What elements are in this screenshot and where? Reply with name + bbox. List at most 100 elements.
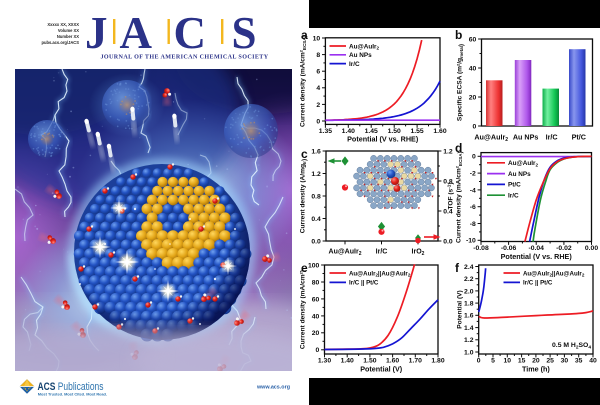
svg-text:0.00: 0.00	[585, 245, 598, 252]
svg-text:0.5 M H2SO4: 0.5 M H2SO4	[552, 342, 591, 350]
svg-text:20: 20	[532, 358, 540, 365]
svg-text:Current density (mA/cm²ECSA): Current density (mA/cm²ECSA)	[300, 35, 309, 127]
svg-text:1.50: 1.50	[363, 358, 376, 365]
svg-text:1.40: 1.40	[341, 358, 354, 365]
svg-text:1.30: 1.30	[318, 358, 331, 365]
svg-text:0: 0	[316, 118, 320, 125]
svg-text:d: d	[455, 141, 462, 155]
svg-text:pubs.acs.org/JACS: pubs.acs.org/JACS	[41, 40, 79, 45]
svg-text:40: 40	[469, 65, 477, 72]
svg-text:Potential (V): Potential (V)	[360, 364, 403, 373]
svg-text:JOURNAL OF THE AMERICAN CHEMIC: JOURNAL OF THE AMERICAN CHEMICAL SOCIETY	[100, 55, 268, 61]
svg-text:Volume XX: Volume XX	[58, 28, 79, 33]
svg-text:0: 0	[472, 154, 476, 161]
svg-text:Au NPs: Au NPs	[513, 133, 539, 142]
svg-text:IrO2: IrO2	[412, 249, 425, 257]
svg-text:S: S	[232, 8, 257, 58]
svg-text:40: 40	[589, 358, 597, 365]
svg-text:-6: -6	[470, 204, 476, 211]
svg-text:0: 0	[477, 358, 481, 365]
svg-text:1.2: 1.2	[311, 171, 321, 178]
svg-text:-2: -2	[470, 171, 476, 178]
svg-text:20: 20	[469, 94, 477, 101]
svg-text:Ir/C: Ir/C	[546, 133, 558, 142]
svg-text:b: b	[455, 28, 462, 42]
svg-text:1.45: 1.45	[365, 128, 378, 135]
svg-text:-0.02: -0.02	[556, 245, 572, 252]
svg-text:1.80: 1.80	[431, 358, 444, 365]
svg-text:0.0: 0.0	[443, 238, 453, 245]
svg-text:Xxxxx XX, XXXX: Xxxxx XX, XXXX	[47, 22, 79, 27]
svg-text:Ir/C || Pt/C: Ir/C || Pt/C	[349, 280, 379, 287]
svg-text:0.4: 0.4	[311, 216, 321, 223]
svg-text:20: 20	[312, 330, 320, 337]
svg-text:www.acs.org: www.acs.org	[256, 385, 290, 391]
svg-text:Au@AuIr2: Au@AuIr2	[349, 43, 380, 50]
svg-text:1.55: 1.55	[410, 128, 423, 135]
svg-text:10: 10	[313, 35, 321, 42]
svg-text:Au@AuIr2||Au@AuIr2: Au@AuIr2||Au@AuIr2	[349, 270, 411, 277]
svg-text:35: 35	[575, 358, 583, 365]
svg-text:Au@AuIr2: Au@AuIr2	[329, 249, 362, 257]
svg-text:-4: -4	[470, 187, 476, 194]
svg-text:60: 60	[312, 296, 320, 303]
svg-text:0: 0	[473, 123, 477, 130]
svg-text:1.0: 1.0	[464, 349, 474, 356]
svg-text:A: A	[120, 8, 153, 58]
svg-text:2.0: 2.0	[464, 288, 474, 295]
svg-text:Pt/C: Pt/C	[508, 182, 521, 189]
svg-text:0.0: 0.0	[311, 238, 321, 245]
svg-text:c: c	[301, 147, 308, 161]
svg-text:Au@AuIr2: Au@AuIr2	[474, 133, 508, 143]
svg-text:Number XX: Number XX	[57, 34, 79, 39]
svg-text:1.6: 1.6	[311, 148, 321, 155]
svg-text:0.4: 0.4	[443, 208, 453, 215]
svg-text:1.70: 1.70	[409, 358, 422, 365]
svg-text:J: J	[85, 8, 108, 58]
svg-text:0.8: 0.8	[443, 178, 453, 185]
svg-text:Current density (mA/cm²): Current density (mA/cm²)	[300, 270, 307, 349]
svg-text:6: 6	[316, 69, 320, 76]
svg-text:4: 4	[316, 85, 320, 92]
svg-text:30: 30	[561, 358, 569, 365]
svg-text:2: 2	[316, 102, 320, 109]
svg-text:-0.04: -0.04	[528, 245, 544, 252]
svg-text:Pt/C: Pt/C	[572, 133, 586, 142]
svg-text:-8: -8	[470, 221, 476, 228]
svg-text:60: 60	[469, 36, 477, 43]
svg-text:Time (h): Time (h)	[522, 364, 550, 373]
svg-text:100: 100	[308, 262, 320, 269]
svg-text:10: 10	[504, 358, 512, 365]
svg-text:Au NPs: Au NPs	[508, 171, 531, 178]
svg-text:1.8: 1.8	[464, 301, 474, 308]
svg-text:1.2: 1.2	[443, 148, 453, 155]
svg-text:f: f	[455, 261, 460, 275]
svg-text:25: 25	[546, 358, 554, 365]
svg-text:Potential (V vs. RHE): Potential (V vs. RHE)	[347, 135, 419, 144]
svg-text:-10: -10	[466, 238, 476, 245]
svg-text:Au@AuIr2: Au@AuIr2	[508, 160, 539, 167]
svg-text:2.2: 2.2	[464, 276, 474, 283]
svg-text:Specific ECSA (m²/gmetal): Specific ECSA (m²/gmetal)	[457, 44, 466, 121]
svg-text:15: 15	[518, 358, 526, 365]
svg-text:1.50: 1.50	[388, 128, 401, 135]
svg-text:TOF (s-1): TOF (s-1)	[446, 182, 454, 209]
svg-text:-0.08: -0.08	[473, 245, 489, 252]
svg-text:Ir/C || Pt/C: Ir/C || Pt/C	[523, 280, 553, 287]
svg-text:Most Trusted. Most Cited. Most: Most Trusted. Most Cited. Most Read.	[38, 391, 107, 396]
svg-text:1.6: 1.6	[464, 313, 474, 320]
svg-text:a: a	[301, 28, 308, 42]
svg-text:Ir/C: Ir/C	[376, 249, 388, 256]
svg-text:ACS Publications: ACS Publications	[38, 381, 104, 393]
svg-text:1.60: 1.60	[386, 358, 399, 365]
svg-text:Ir/C: Ir/C	[349, 61, 360, 68]
svg-text:1.2: 1.2	[464, 337, 474, 344]
svg-text:e: e	[301, 261, 308, 275]
svg-text:1.40: 1.40	[342, 128, 355, 135]
svg-text:Current density (A/mgIr): Current density (A/mgIr)	[300, 159, 309, 233]
svg-text:80: 80	[312, 279, 320, 286]
svg-text:40: 40	[312, 313, 320, 320]
svg-text:Potential (V vs. RHE): Potential (V vs. RHE)	[501, 252, 573, 261]
svg-text:0: 0	[316, 347, 320, 354]
svg-text:2.4: 2.4	[464, 264, 474, 271]
